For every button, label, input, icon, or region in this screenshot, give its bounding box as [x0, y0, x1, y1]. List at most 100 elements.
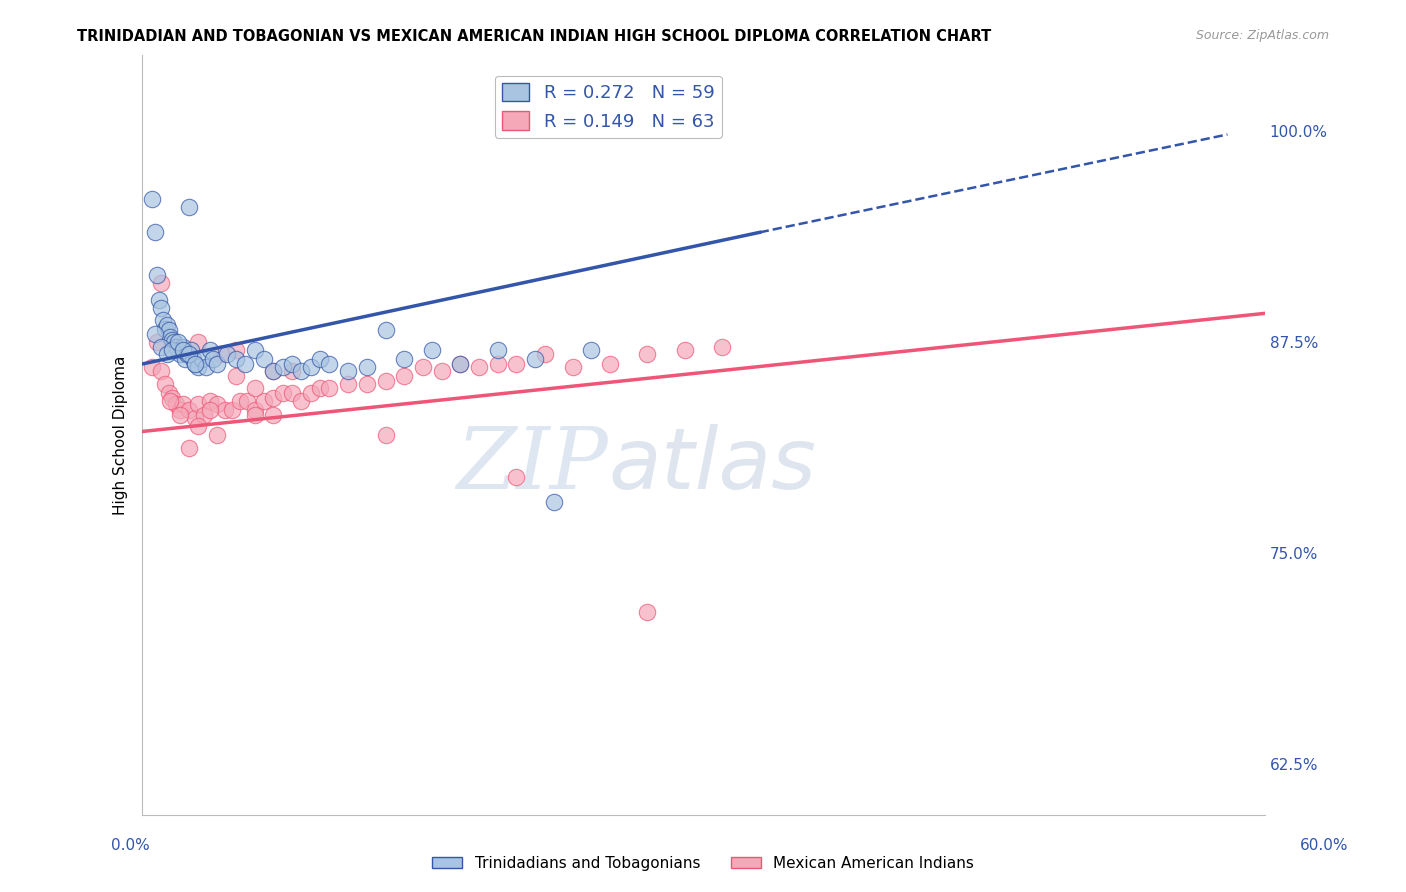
Text: TRINIDADIAN AND TOBAGONIAN VS MEXICAN AMERICAN INDIAN HIGH SCHOOL DIPLOMA CORREL: TRINIDADIAN AND TOBAGONIAN VS MEXICAN AM… [77, 29, 991, 44]
Point [281, 364, 304, 378]
Point [271, 385, 294, 400]
Point [711, 340, 734, 354]
Point [150, 364, 173, 378]
Point [162, 334, 184, 348]
Point [163, 334, 186, 349]
Point [290, 394, 312, 409]
Point [636, 347, 658, 361]
Point [581, 343, 603, 358]
Point [153, 321, 176, 335]
Point [157, 385, 180, 400]
Point [599, 357, 621, 371]
Point [205, 357, 228, 371]
Point [449, 357, 471, 371]
Point [412, 360, 434, 375]
Point [543, 495, 565, 509]
Point [148, 293, 170, 307]
Point [172, 343, 194, 358]
Point [156, 347, 179, 361]
Point [337, 377, 360, 392]
Point [198, 402, 221, 417]
Point [166, 343, 188, 358]
Text: Source: ZipAtlas.com: Source: ZipAtlas.com [1195, 29, 1329, 42]
Point [290, 364, 312, 378]
Point [318, 381, 340, 395]
Point [299, 385, 322, 400]
Point [150, 340, 173, 354]
Point [309, 351, 332, 366]
Point [150, 301, 173, 316]
Point [221, 402, 243, 417]
Point [468, 360, 491, 375]
Point [194, 360, 217, 375]
Point [145, 225, 167, 239]
Y-axis label: High School Diploma: High School Diploma [114, 355, 128, 515]
Point [505, 470, 527, 484]
Point [420, 343, 443, 358]
Point [533, 347, 555, 361]
Text: 60.0%: 60.0% [1301, 838, 1348, 853]
Point [177, 200, 200, 214]
Point [205, 428, 228, 442]
Point [141, 192, 163, 206]
Point [169, 408, 191, 422]
Legend: R = 0.272   N = 59, R = 0.149   N = 63: R = 0.272 N = 59, R = 0.149 N = 63 [495, 76, 721, 137]
Point [281, 385, 304, 400]
Point [162, 343, 184, 358]
Point [262, 364, 284, 378]
Point [673, 343, 696, 358]
Point [356, 360, 378, 375]
Point [159, 330, 181, 344]
Point [337, 364, 360, 378]
Point [225, 368, 247, 383]
Point [228, 394, 250, 409]
Point [233, 357, 256, 371]
Point [146, 334, 169, 349]
Point [170, 343, 193, 358]
Point [202, 351, 225, 366]
Point [318, 357, 340, 371]
Point [141, 360, 163, 375]
Point [191, 351, 214, 366]
Text: 0.0%: 0.0% [111, 838, 150, 853]
Point [165, 397, 187, 411]
Point [299, 360, 322, 375]
Point [187, 397, 209, 411]
Point [153, 377, 176, 392]
Point [166, 334, 188, 349]
Point [243, 343, 266, 358]
Point [169, 347, 191, 361]
Point [187, 360, 209, 375]
Point [193, 408, 215, 422]
Point [309, 381, 332, 395]
Point [157, 323, 180, 337]
Point [374, 374, 396, 388]
Point [165, 340, 187, 354]
Point [183, 357, 205, 371]
Point [172, 340, 194, 354]
Point [356, 377, 378, 392]
Point [162, 391, 184, 405]
Text: ZIP: ZIP [457, 424, 609, 507]
Point [177, 402, 200, 417]
Point [505, 357, 527, 371]
Text: atlas: atlas [609, 424, 815, 507]
Point [449, 357, 471, 371]
Point [281, 357, 304, 371]
Point [262, 408, 284, 422]
Point [243, 381, 266, 395]
Point [271, 360, 294, 375]
Point [214, 402, 236, 417]
Point [374, 323, 396, 337]
Legend: Trinidadians and Tobagonians, Mexican American Indians: Trinidadians and Tobagonians, Mexican Am… [426, 850, 980, 877]
Point [172, 397, 194, 411]
Point [253, 351, 276, 366]
Point [215, 347, 238, 361]
Point [430, 364, 453, 378]
Point [169, 402, 191, 417]
Point [486, 343, 509, 358]
Point [183, 357, 205, 371]
Point [243, 408, 266, 422]
Point [156, 318, 179, 333]
Point [176, 347, 198, 361]
